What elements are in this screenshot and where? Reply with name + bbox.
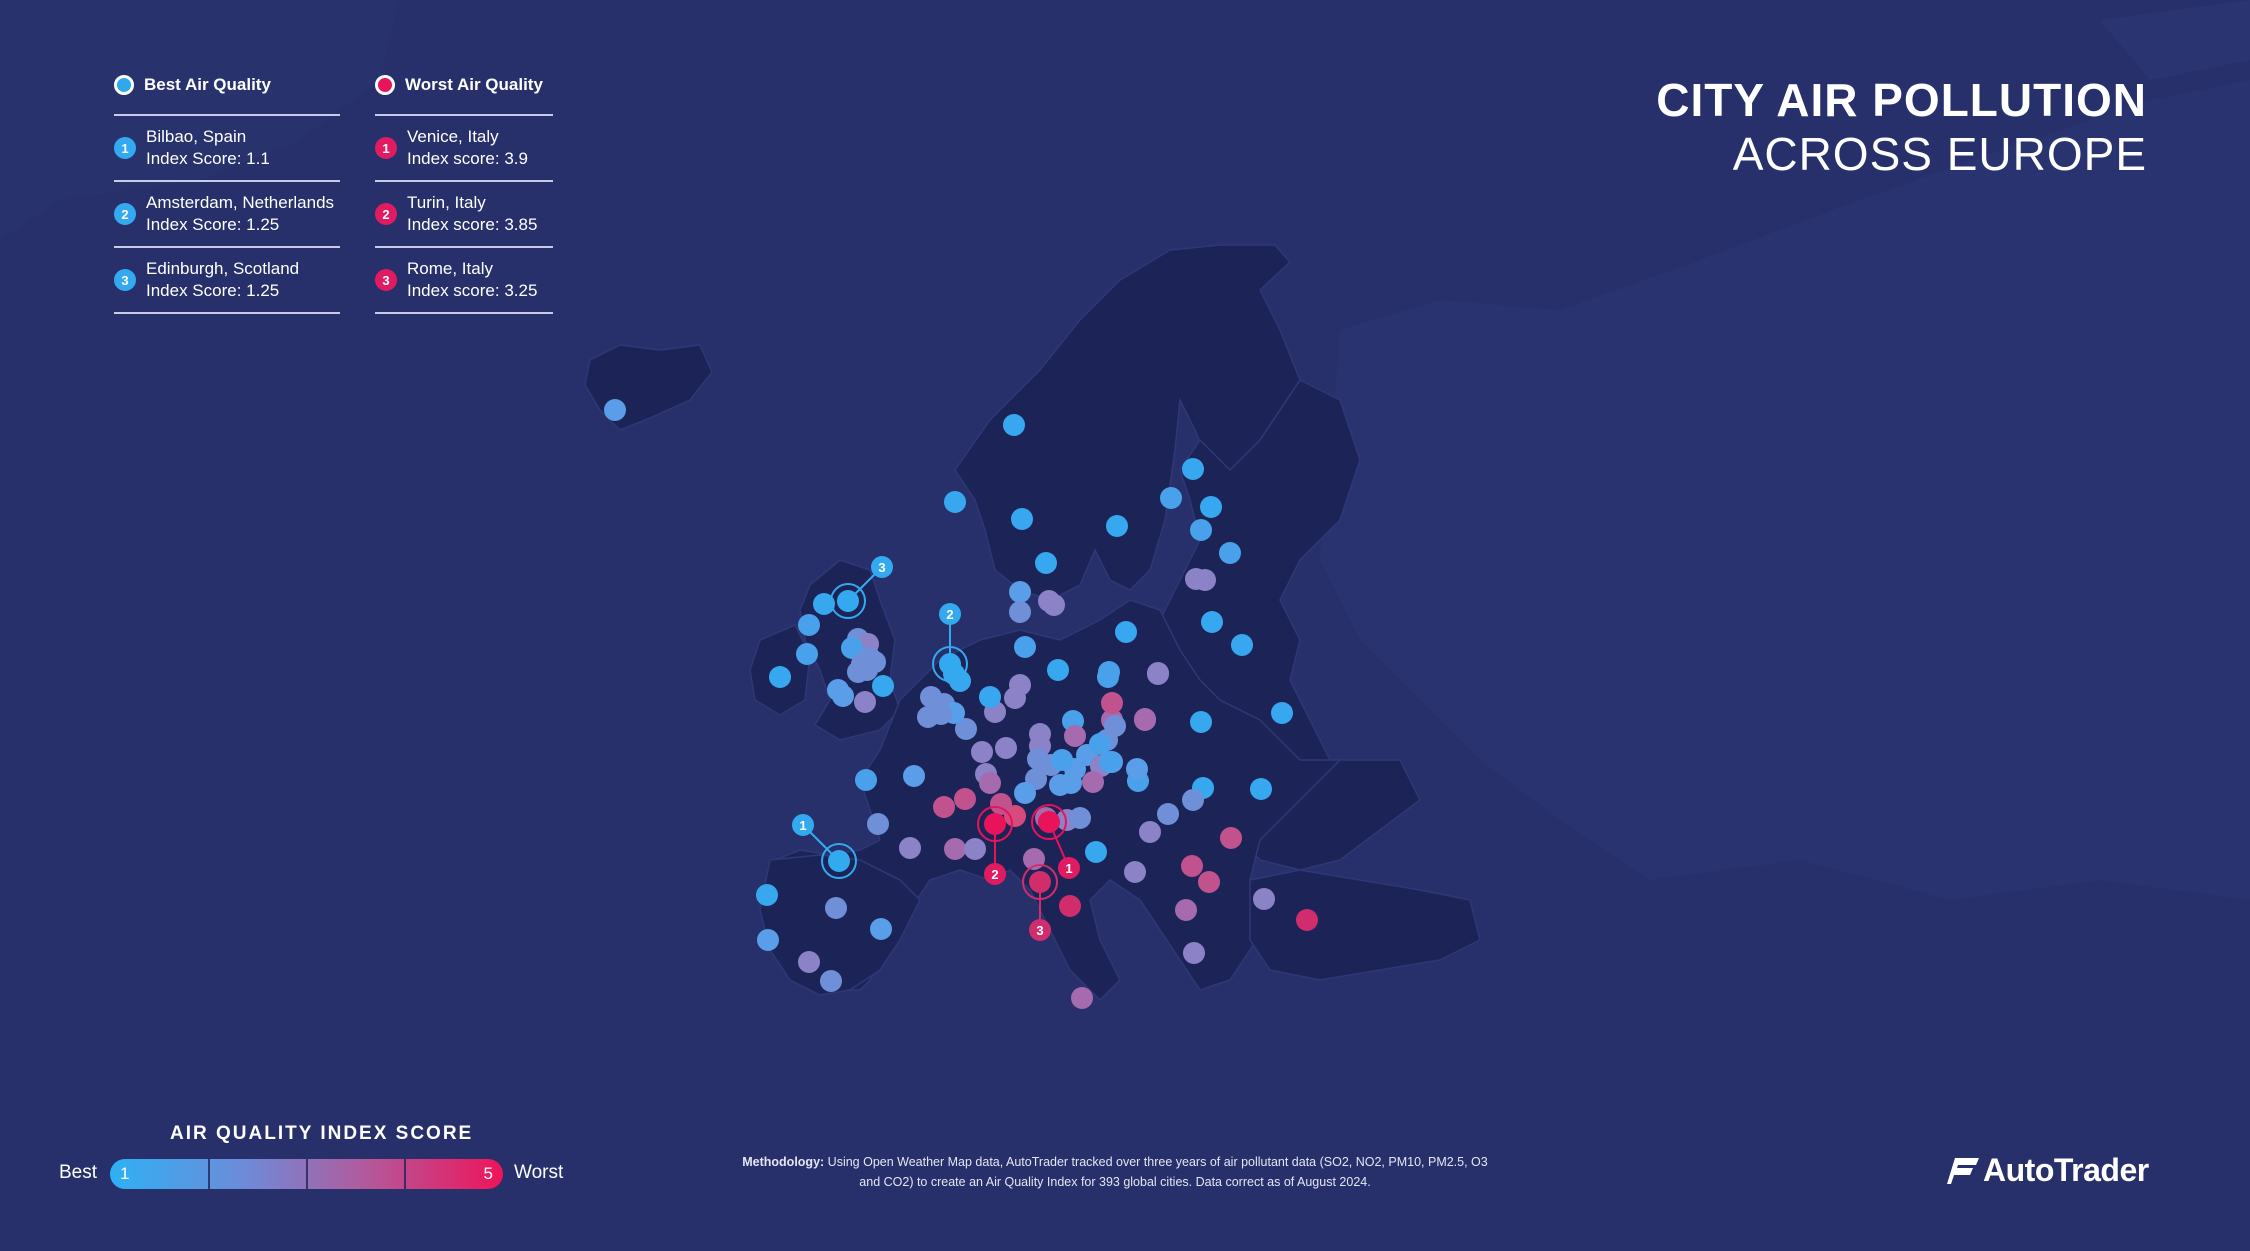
title-block: CITY AIR POLLUTION ACROSS EUROPE — [1656, 72, 2147, 180]
rank-badge: 2 — [375, 203, 397, 225]
city-name: Rome, Italy — [407, 259, 493, 278]
index-score: Index score: 3.85 — [407, 215, 538, 234]
worst-legend-item-2: 2 Turin, Italy Index score: 3.85 — [375, 182, 553, 248]
svg-text:1: 1 — [799, 818, 806, 833]
best-badge-3 — [871, 556, 893, 578]
rank-badge: 2 — [114, 203, 136, 225]
methodology-text: Using Open Weather Map data, AutoTrader … — [827, 1155, 1488, 1189]
scale-tick — [404, 1159, 406, 1189]
scale-max: 5 — [483, 1164, 493, 1183]
best-legend-heading: Best Air Quality — [114, 70, 340, 116]
best-legend-item-3: 3 Edinburgh, Scotland Index Score: 1.25 — [114, 248, 340, 314]
autotrader-mark-icon — [1947, 1157, 1979, 1184]
scale-tick — [208, 1159, 210, 1189]
amsterdam-marker — [932, 646, 968, 682]
city-name: Turin, Italy — [407, 193, 486, 212]
turkey-shape — [1249, 869, 1481, 981]
worst-badge-3 — [1029, 919, 1051, 941]
scale-tick — [306, 1159, 308, 1189]
svg-text:2: 2 — [946, 607, 953, 622]
title-sub: ACROSS EUROPE — [1732, 128, 2147, 180]
title-main: CITY AIR POLLUTION — [1656, 74, 2147, 126]
index-score: Index score: 3.9 — [407, 149, 528, 168]
scale-worst-label: Worst — [514, 1162, 564, 1183]
rank-badge: 3 — [114, 269, 136, 291]
index-score: Index score: 3.25 — [407, 281, 538, 300]
svg-text:3: 3 — [878, 560, 885, 575]
venice-marker — [1031, 804, 1067, 840]
scale-min: 1 — [120, 1164, 130, 1183]
methodology-note: Methodology: Using Open Weather Map data… — [735, 1152, 1495, 1192]
worst-dot-icon — [375, 75, 395, 95]
turin-marker — [977, 806, 1013, 842]
scale-best-label: Best — [59, 1162, 98, 1183]
svg-text:3: 3 — [1036, 923, 1043, 938]
worst-city-highlights: 1 2 3 — [977, 804, 1080, 941]
rank-badge: 1 — [375, 137, 397, 159]
iceland-shape — [584, 344, 713, 431]
best-legend-item-2: 2 Amsterdam, Netherlands Index Score: 1.… — [114, 182, 340, 248]
worst-air-quality-legend: Worst Air Quality 1 Venice, Italy Index … — [375, 70, 553, 314]
worst-badge-2 — [984, 863, 1006, 885]
index-score: Index Score: 1.1 — [146, 149, 270, 168]
methodology-label: Methodology: — [742, 1155, 825, 1169]
air-quality-scale-bar: 1 5 — [110, 1159, 503, 1189]
rank-badge: 3 — [375, 269, 397, 291]
city-name: Edinburgh, Scotland — [146, 259, 300, 278]
rank-badge: 1 — [114, 137, 136, 159]
index-score: Index Score: 1.25 — [146, 281, 280, 300]
best-badge-2 — [939, 603, 961, 625]
city-name: Amsterdam, Netherlands — [146, 193, 335, 212]
svg-text:2: 2 — [991, 867, 998, 882]
city-name: Venice, Italy — [407, 127, 499, 146]
autotrader-logo: AutoTrader — [1947, 1152, 2149, 1189]
best-badge-1 — [792, 814, 814, 836]
logo-text: AutoTrader — [1983, 1152, 2149, 1188]
city-markers — [604, 399, 1318, 1009]
scale-title: AIR QUALITY INDEX SCORE — [170, 1123, 474, 1144]
index-score: Index Score: 1.25 — [146, 215, 280, 234]
best-dot-icon — [114, 75, 134, 95]
best-air-quality-legend: Best Air Quality 1 Bilbao, Spain Index S… — [114, 70, 340, 314]
best-city-highlights: 1 2 3 — [792, 556, 968, 879]
edinburgh-marker — [830, 583, 866, 619]
worst-legend-heading: Worst Air Quality — [375, 70, 553, 116]
best-legend-item-1: 1 Bilbao, Spain Index Score: 1.1 — [114, 116, 340, 182]
svg-text:1: 1 — [1065, 861, 1072, 876]
bilbao-marker — [821, 843, 857, 879]
city-name: Bilbao, Spain — [146, 127, 247, 146]
worst-legend-item-3: 3 Rome, Italy Index score: 3.25 — [375, 248, 553, 314]
worst-legend-item-1: 1 Venice, Italy Index score: 3.9 — [375, 116, 553, 182]
rome-marker — [1022, 864, 1058, 900]
worst-badge-1 — [1058, 857, 1080, 879]
